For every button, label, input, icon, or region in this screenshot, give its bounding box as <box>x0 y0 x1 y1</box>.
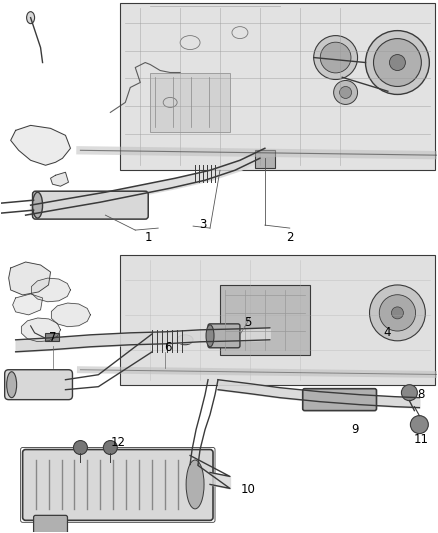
Circle shape <box>410 416 428 433</box>
Bar <box>150 72 230 132</box>
Circle shape <box>334 80 357 104</box>
Circle shape <box>370 285 425 341</box>
Text: 7: 7 <box>49 332 56 344</box>
FancyBboxPatch shape <box>208 324 240 348</box>
FancyBboxPatch shape <box>32 191 148 219</box>
FancyBboxPatch shape <box>34 515 67 533</box>
Polygon shape <box>9 262 50 295</box>
Circle shape <box>366 30 429 94</box>
Polygon shape <box>50 172 68 186</box>
Text: 11: 11 <box>414 433 429 446</box>
Circle shape <box>314 36 357 79</box>
Text: 4: 4 <box>384 326 391 340</box>
Bar <box>255 150 275 168</box>
Circle shape <box>389 54 406 70</box>
Polygon shape <box>32 278 71 302</box>
Ellipse shape <box>27 12 35 23</box>
Ellipse shape <box>7 372 17 398</box>
Text: 5: 5 <box>244 317 251 329</box>
Polygon shape <box>11 125 71 165</box>
Bar <box>120 255 435 385</box>
Circle shape <box>392 307 403 319</box>
Text: 1: 1 <box>145 231 152 244</box>
Text: 10: 10 <box>240 483 255 496</box>
Circle shape <box>379 295 416 331</box>
Polygon shape <box>51 303 90 327</box>
FancyBboxPatch shape <box>303 389 377 410</box>
FancyBboxPatch shape <box>23 449 213 520</box>
Text: 6: 6 <box>164 341 172 354</box>
Bar <box>45 333 59 341</box>
Text: 12: 12 <box>111 436 126 449</box>
Text: 2: 2 <box>286 231 293 244</box>
Polygon shape <box>21 318 60 342</box>
Text: 3: 3 <box>199 217 207 231</box>
Ellipse shape <box>177 335 193 345</box>
Circle shape <box>74 441 88 455</box>
FancyBboxPatch shape <box>5 370 72 400</box>
Circle shape <box>401 385 417 401</box>
Ellipse shape <box>32 192 42 218</box>
Polygon shape <box>13 294 42 315</box>
Circle shape <box>374 38 421 86</box>
Bar <box>120 3 435 170</box>
Text: 9: 9 <box>351 423 358 436</box>
Circle shape <box>339 86 352 99</box>
Text: 8: 8 <box>418 388 425 401</box>
Circle shape <box>103 441 117 455</box>
Ellipse shape <box>206 325 214 347</box>
Ellipse shape <box>186 460 204 509</box>
Bar <box>220 285 310 355</box>
Circle shape <box>320 42 351 73</box>
